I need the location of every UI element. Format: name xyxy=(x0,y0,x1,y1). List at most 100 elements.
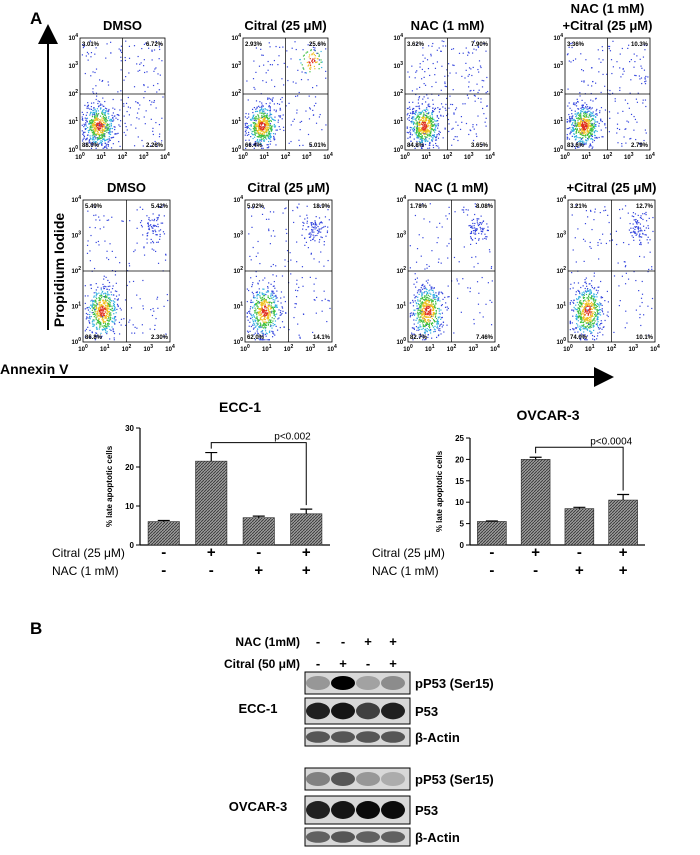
event-dot xyxy=(476,136,477,137)
event-dot xyxy=(144,91,145,92)
event-dot xyxy=(315,223,316,224)
event-dot xyxy=(91,288,92,289)
event-dot xyxy=(585,134,586,135)
event-dot xyxy=(99,302,100,303)
event-dot xyxy=(263,298,264,299)
event-dot xyxy=(248,290,249,291)
event-dot xyxy=(97,328,98,329)
event-dot xyxy=(433,129,434,130)
event-dot xyxy=(436,136,437,137)
event-dot xyxy=(325,216,326,217)
event-dot xyxy=(264,121,265,122)
event-dot xyxy=(609,118,610,119)
event-dot xyxy=(259,124,260,125)
event-dot xyxy=(634,53,635,54)
event-dot xyxy=(418,112,419,113)
event-dot xyxy=(95,120,96,121)
event-dot xyxy=(266,318,267,319)
event-dot xyxy=(106,132,107,133)
event-dot xyxy=(256,256,257,257)
event-dot xyxy=(259,288,260,289)
event-dot xyxy=(585,137,586,138)
event-dot xyxy=(491,324,492,325)
event-dot xyxy=(262,330,263,331)
event-dot xyxy=(247,301,248,302)
event-dot xyxy=(138,56,139,57)
event-dot xyxy=(143,65,144,66)
event-dot xyxy=(294,119,295,120)
event-dot xyxy=(112,318,113,319)
event-dot xyxy=(578,112,579,113)
event-dot xyxy=(256,317,257,318)
event-dot xyxy=(146,71,147,72)
y-tick-label: 101 xyxy=(72,302,82,311)
event-dot xyxy=(484,234,485,235)
event-dot xyxy=(420,321,421,322)
event-dot xyxy=(421,112,422,113)
event-dot xyxy=(586,132,587,133)
event-dot xyxy=(597,115,598,116)
event-dot xyxy=(94,309,95,310)
event-dot xyxy=(424,285,425,286)
event-dot xyxy=(105,143,106,144)
event-dot xyxy=(320,222,321,223)
event-dot xyxy=(248,320,249,321)
event-dot xyxy=(109,320,110,321)
event-dot xyxy=(94,122,95,123)
event-dot xyxy=(259,302,260,303)
event-dot xyxy=(263,289,264,290)
event-dot xyxy=(95,317,96,318)
event-dot xyxy=(432,307,433,308)
event-dot xyxy=(637,102,638,103)
event-dot xyxy=(159,134,160,135)
event-dot xyxy=(312,110,313,111)
event-dot xyxy=(572,122,573,123)
event-dot xyxy=(329,219,330,220)
event-dot xyxy=(156,298,157,299)
event-dot xyxy=(87,127,88,128)
event-dot xyxy=(261,327,262,328)
event-dot xyxy=(592,139,593,140)
event-dot xyxy=(270,64,271,65)
event-dot xyxy=(264,314,265,315)
event-dot xyxy=(149,100,150,101)
x-tick-label: 100 xyxy=(238,152,248,161)
y-tick-label: 100 xyxy=(72,337,82,346)
event-dot xyxy=(419,132,420,133)
event-dot xyxy=(111,217,112,218)
event-dot xyxy=(407,113,408,114)
event-dot xyxy=(105,305,106,306)
tick-exponent: 0 xyxy=(245,152,248,158)
tick-exponent: 3 xyxy=(309,152,312,158)
event-dot xyxy=(108,109,109,110)
event-dot xyxy=(419,324,420,325)
event-dot xyxy=(422,314,423,315)
event-dot xyxy=(245,130,246,131)
event-dot xyxy=(413,319,414,320)
event-dot xyxy=(422,322,423,323)
event-dot xyxy=(96,242,97,243)
event-dot xyxy=(89,316,90,317)
event-dot xyxy=(274,335,275,336)
event-dot xyxy=(304,218,305,219)
event-dot xyxy=(588,131,589,132)
event-dot xyxy=(86,313,87,314)
event-dot xyxy=(453,112,454,113)
y-tick-label: 104 xyxy=(72,195,82,204)
event-dot xyxy=(596,121,597,122)
event-dot xyxy=(89,311,90,312)
event-dot xyxy=(92,135,93,136)
event-dot xyxy=(425,131,426,132)
y-tick-label: 103 xyxy=(554,61,564,70)
event-dot xyxy=(118,141,119,142)
y-tick-label: 102 xyxy=(232,89,242,98)
event-dot xyxy=(259,263,260,264)
event-dot xyxy=(105,324,106,325)
event-dot xyxy=(155,225,156,226)
event-dot xyxy=(90,318,91,319)
event-dot xyxy=(581,129,582,130)
event-dot xyxy=(580,133,581,134)
event-dot xyxy=(153,85,154,86)
event-dot xyxy=(636,99,637,100)
event-dot xyxy=(429,123,430,124)
